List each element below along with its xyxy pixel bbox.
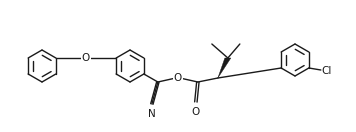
Text: Cl: Cl — [322, 66, 332, 76]
Text: O: O — [82, 53, 90, 63]
Text: O: O — [174, 73, 182, 83]
Text: N: N — [148, 109, 156, 119]
Polygon shape — [218, 58, 231, 78]
Text: O: O — [192, 107, 200, 117]
